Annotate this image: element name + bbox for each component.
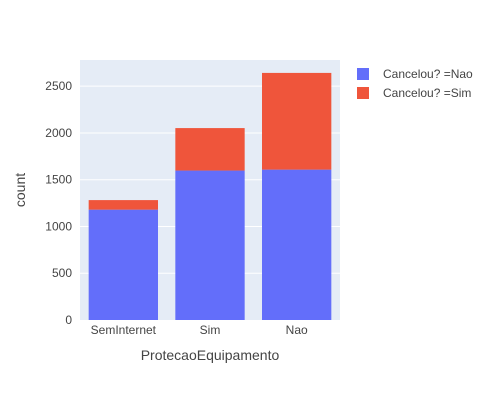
y-tick-label: 0 <box>65 313 72 327</box>
bar-sim-series-1 <box>175 128 245 171</box>
x-tick-label: Sim <box>200 323 221 337</box>
y-tick-label: 2000 <box>45 126 72 140</box>
legend-swatch <box>357 68 369 80</box>
bar-nao-series-0 <box>262 169 332 320</box>
bar-nao-series-1 <box>262 72 332 170</box>
y-tick-label: 2500 <box>45 79 72 93</box>
bars <box>88 72 332 320</box>
y-axis-title: count <box>12 173 28 207</box>
legend-swatch <box>357 87 369 99</box>
legend-label: Cancelou? =Sim <box>383 86 471 100</box>
x-tick-label: SemInternet <box>91 323 157 337</box>
y-tick-label: 1000 <box>45 219 72 233</box>
bar-sim-series-0 <box>175 170 245 320</box>
y-axis-ticks: 0 500 1000 1500 2000 2500 <box>45 79 72 327</box>
x-axis-ticks: SemInternet Sim Nao <box>91 323 308 337</box>
y-tick-label: 500 <box>52 266 72 280</box>
legend: Cancelou? =Nao Cancelou? =Sim <box>357 67 473 100</box>
legend-label: Cancelou? =Nao <box>383 67 473 81</box>
y-tick-label: 1500 <box>45 173 72 187</box>
x-tick-label: Nao <box>286 323 308 337</box>
x-axis-title: ProtecaoEquipamento <box>141 347 280 363</box>
bar-seminternet-series-1 <box>88 200 158 210</box>
bar-seminternet-series-0 <box>88 209 158 320</box>
